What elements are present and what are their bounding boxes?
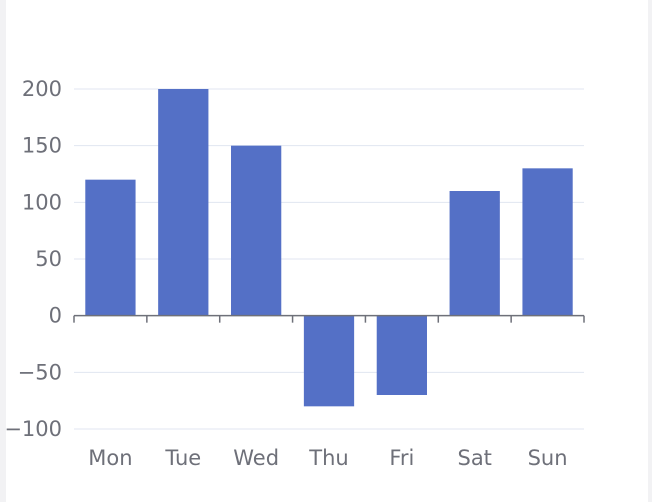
bar-wed[interactable]: [231, 145, 282, 316]
chart-card: −100 −50 0 50 100 150 200 Mon Tue Wed Thu Fri Sat Su…: [6, 0, 648, 502]
x-tick-label: Sun: [528, 446, 568, 470]
x-tick-label: Wed: [233, 446, 279, 470]
y-tick-label: −50: [18, 360, 62, 384]
bar-series: [85, 89, 573, 407]
y-axis-labels: −100 −50 0 50 100 150 200: [6, 77, 62, 441]
y-tick-label: 50: [35, 247, 62, 271]
y-tick-label: 150: [22, 134, 62, 158]
bar-sun[interactable]: [522, 168, 573, 316]
bar-sat[interactable]: [449, 191, 500, 316]
y-tick-label: 0: [49, 304, 62, 328]
x-axis-labels: Mon Tue Wed Thu Fri Sat Sun: [88, 446, 567, 470]
x-tick-label: Sat: [457, 446, 491, 470]
x-tick-label: Tue: [164, 446, 201, 470]
y-tick-label: 100: [22, 190, 62, 214]
bar-chart: −100 −50 0 50 100 150 200 Mon Tue Wed Thu Fri Sat Su…: [6, 77, 585, 470]
bar-fri[interactable]: [376, 315, 427, 395]
y-tick-label: −100: [6, 417, 62, 441]
x-tick-label: Mon: [88, 446, 132, 470]
x-tick-label: Thu: [308, 446, 348, 470]
bar-mon[interactable]: [85, 179, 136, 316]
bar-tue[interactable]: [158, 89, 209, 316]
bar-thu[interactable]: [303, 315, 355, 407]
x-tick-label: Fri: [389, 446, 414, 470]
x-axis: [73, 314, 585, 323]
y-tick-label: 200: [22, 77, 62, 101]
